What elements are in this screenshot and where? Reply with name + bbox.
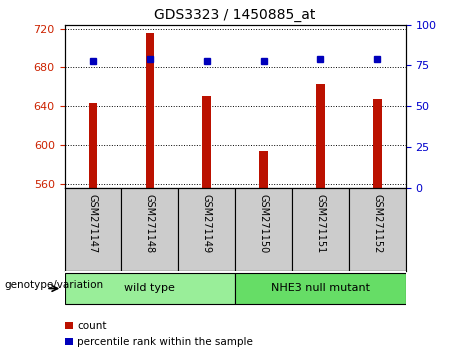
Text: genotype/variation: genotype/variation: [5, 280, 104, 290]
Bar: [65, 188, 121, 271]
Title: GDS3323 / 1450885_at: GDS3323 / 1450885_at: [154, 8, 316, 22]
Text: GSM271148: GSM271148: [145, 194, 155, 253]
Text: GSM271150: GSM271150: [259, 194, 269, 253]
Text: wild type: wild type: [124, 283, 175, 293]
Bar: [373, 99, 382, 188]
Bar: [235, 188, 292, 271]
Text: NHE3 null mutant: NHE3 null mutant: [271, 283, 370, 293]
Bar: [316, 84, 325, 188]
Bar: [202, 96, 211, 188]
Bar: [235, 273, 406, 304]
Bar: [178, 188, 235, 271]
Bar: [292, 188, 349, 271]
Text: GSM271151: GSM271151: [315, 194, 325, 253]
Bar: [65, 273, 235, 304]
Bar: [146, 33, 154, 188]
Bar: [259, 151, 268, 188]
Text: count: count: [77, 321, 107, 331]
Text: GSM271147: GSM271147: [88, 194, 98, 253]
Bar: [121, 188, 178, 271]
Bar: [89, 103, 97, 188]
Bar: [349, 188, 406, 271]
Text: GSM271152: GSM271152: [372, 194, 382, 254]
Text: percentile rank within the sample: percentile rank within the sample: [77, 337, 254, 347]
Text: GSM271149: GSM271149: [201, 194, 212, 253]
